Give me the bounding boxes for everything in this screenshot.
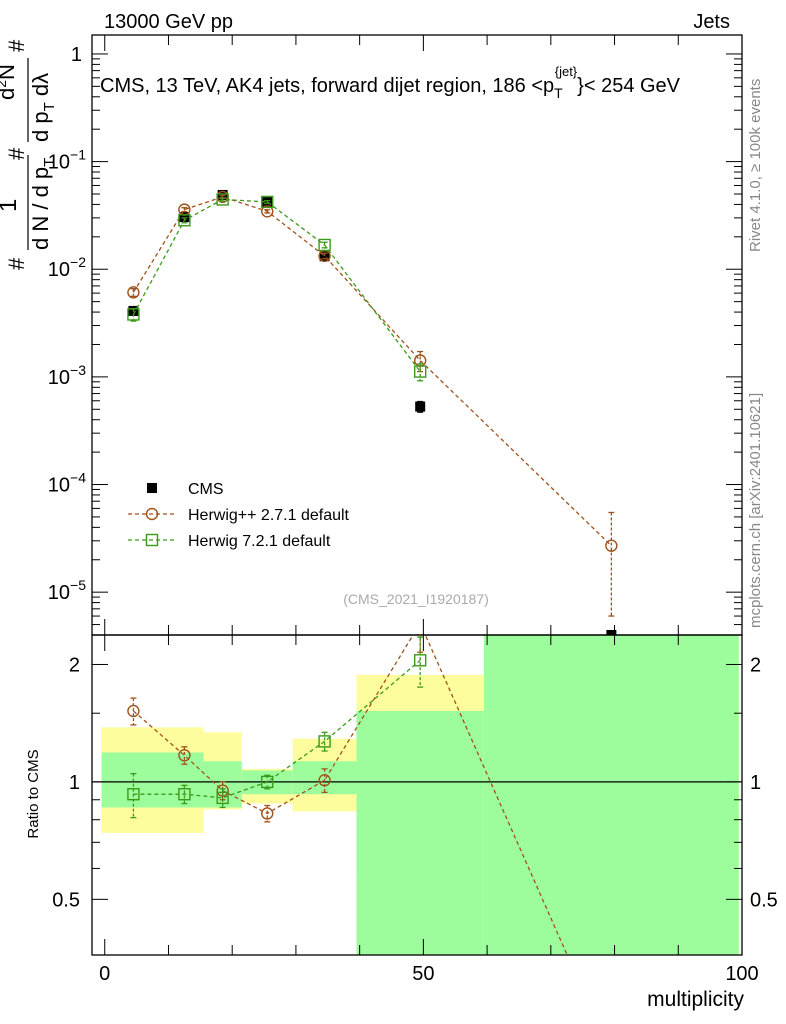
xtick-label: 100 <box>725 963 758 985</box>
mcplots-label: mcplots.cern.ch [arXiv:2401.10621] <box>747 393 764 628</box>
ratio-band-inner-4 <box>356 710 484 955</box>
main-point <box>415 401 426 412</box>
main-point <box>179 212 190 223</box>
ratio-ylabel: Ratio to CMS <box>25 749 42 838</box>
main-point <box>605 539 618 552</box>
main-series-line <box>132 198 421 372</box>
main-series-1 <box>127 190 618 617</box>
chart-title: CMS, 13 TeV, AK4 jets, forward dijet reg… <box>100 64 681 101</box>
main-point <box>178 214 191 227</box>
main-ytick-label: 10−4 <box>48 470 86 497</box>
ratio-point <box>415 618 426 629</box>
legend-marker <box>145 533 159 547</box>
legend-label: Herwig++ 2.7.1 default <box>188 507 350 524</box>
ratio-ytick-label: 2 <box>69 654 80 676</box>
main-panel-frame: 1 10−1 10−2 10−3 10−4 10−5 <box>48 34 743 636</box>
main-series-0 <box>128 189 617 635</box>
svg-text:#: # <box>4 147 29 160</box>
svg-text:#: # <box>4 257 29 270</box>
main-point <box>261 205 274 218</box>
ratio-ytick-label: 1 <box>69 772 80 794</box>
legend-label: CMS <box>188 481 224 498</box>
ratio-ytick-label-right: 2 <box>750 654 761 676</box>
legend-entry: CMS <box>147 481 224 498</box>
header-left: 13000 GeV pp <box>104 11 233 33</box>
ratio-panel-frame: 0 50 100 0.5 0.5 1 1 2 2 <box>52 634 778 985</box>
ratio-bands <box>101 635 739 955</box>
xtick-label: 50 <box>412 963 434 985</box>
main-point <box>127 286 140 299</box>
ratio-ytick-label-right: 0.5 <box>750 889 778 911</box>
rivet-label: Rivet 4.1.0, ≥ 100k events <box>747 79 764 252</box>
svg-text:d N / d pT: d N / d pT <box>28 158 58 250</box>
main-point <box>318 238 331 252</box>
main-ytick-label: 10−5 <box>48 577 86 604</box>
ratio-point <box>216 791 229 805</box>
ratio-point <box>178 788 191 801</box>
legend-entry: Herwig++ 2.7.1 default <box>128 507 350 524</box>
svg-text:d2N: d2N <box>0 64 19 100</box>
ratio-series-0 <box>127 618 568 955</box>
legend-marker <box>145 507 159 521</box>
main-point <box>413 365 427 378</box>
ratio-frame-box <box>91 634 743 956</box>
legend-marker <box>147 483 157 493</box>
legend-label: Herwig 7.2.1 default <box>188 533 331 550</box>
ratio-series-line <box>133 659 421 799</box>
xtick-label: 0 <box>99 963 110 985</box>
ratio-series-layer <box>127 618 568 955</box>
legend-entry: Herwig 7.2.1 default <box>128 533 331 550</box>
ratio-point <box>127 704 140 718</box>
xlabel: multiplicity <box>647 988 744 1011</box>
ratio-point <box>261 807 274 820</box>
legend: CMS Herwig++ 2.7.1 default Herwig 7.2.1 de… <box>128 481 350 550</box>
ratio-ytick-label: 0.5 <box>52 889 80 911</box>
main-ytick-label: 10−3 <box>48 362 86 389</box>
main-point <box>261 195 274 209</box>
main-series-2 <box>127 193 427 382</box>
main-ytick-label: 10−1 <box>48 147 86 174</box>
main-point <box>216 193 229 206</box>
ratio-point <box>318 774 331 787</box>
ratio-point <box>178 749 191 762</box>
svg-text:d pT dλ: d pT dλ <box>28 73 58 142</box>
ratio-point <box>127 788 140 801</box>
main-point <box>606 630 617 635</box>
ratio-point <box>261 775 274 789</box>
analysis-watermark: (CMS_2021_I1920187) <box>343 591 489 607</box>
main-ylabel: # 1 d N / d pT # d2N d pT dλ # <box>0 39 58 270</box>
main-point <box>127 308 140 321</box>
main-series-layer <box>127 189 618 635</box>
ratio-ytick-label-right: 1 <box>750 772 761 794</box>
ratio-band-inner-5 <box>483 635 739 955</box>
ratio-point <box>413 654 427 667</box>
svg-text:1: 1 <box>0 199 22 212</box>
svg-text:#: # <box>4 39 29 52</box>
main-ytick-label: 1 <box>71 44 82 66</box>
ratio-point <box>318 735 331 748</box>
main-point <box>319 251 330 262</box>
ratio-band-inner-0 <box>101 752 204 808</box>
main-ytick-label: 10−2 <box>48 254 86 281</box>
ratio-series-1 <box>127 636 427 819</box>
ratio-band-inner-3 <box>292 761 357 795</box>
header-right: Jets <box>693 11 730 33</box>
